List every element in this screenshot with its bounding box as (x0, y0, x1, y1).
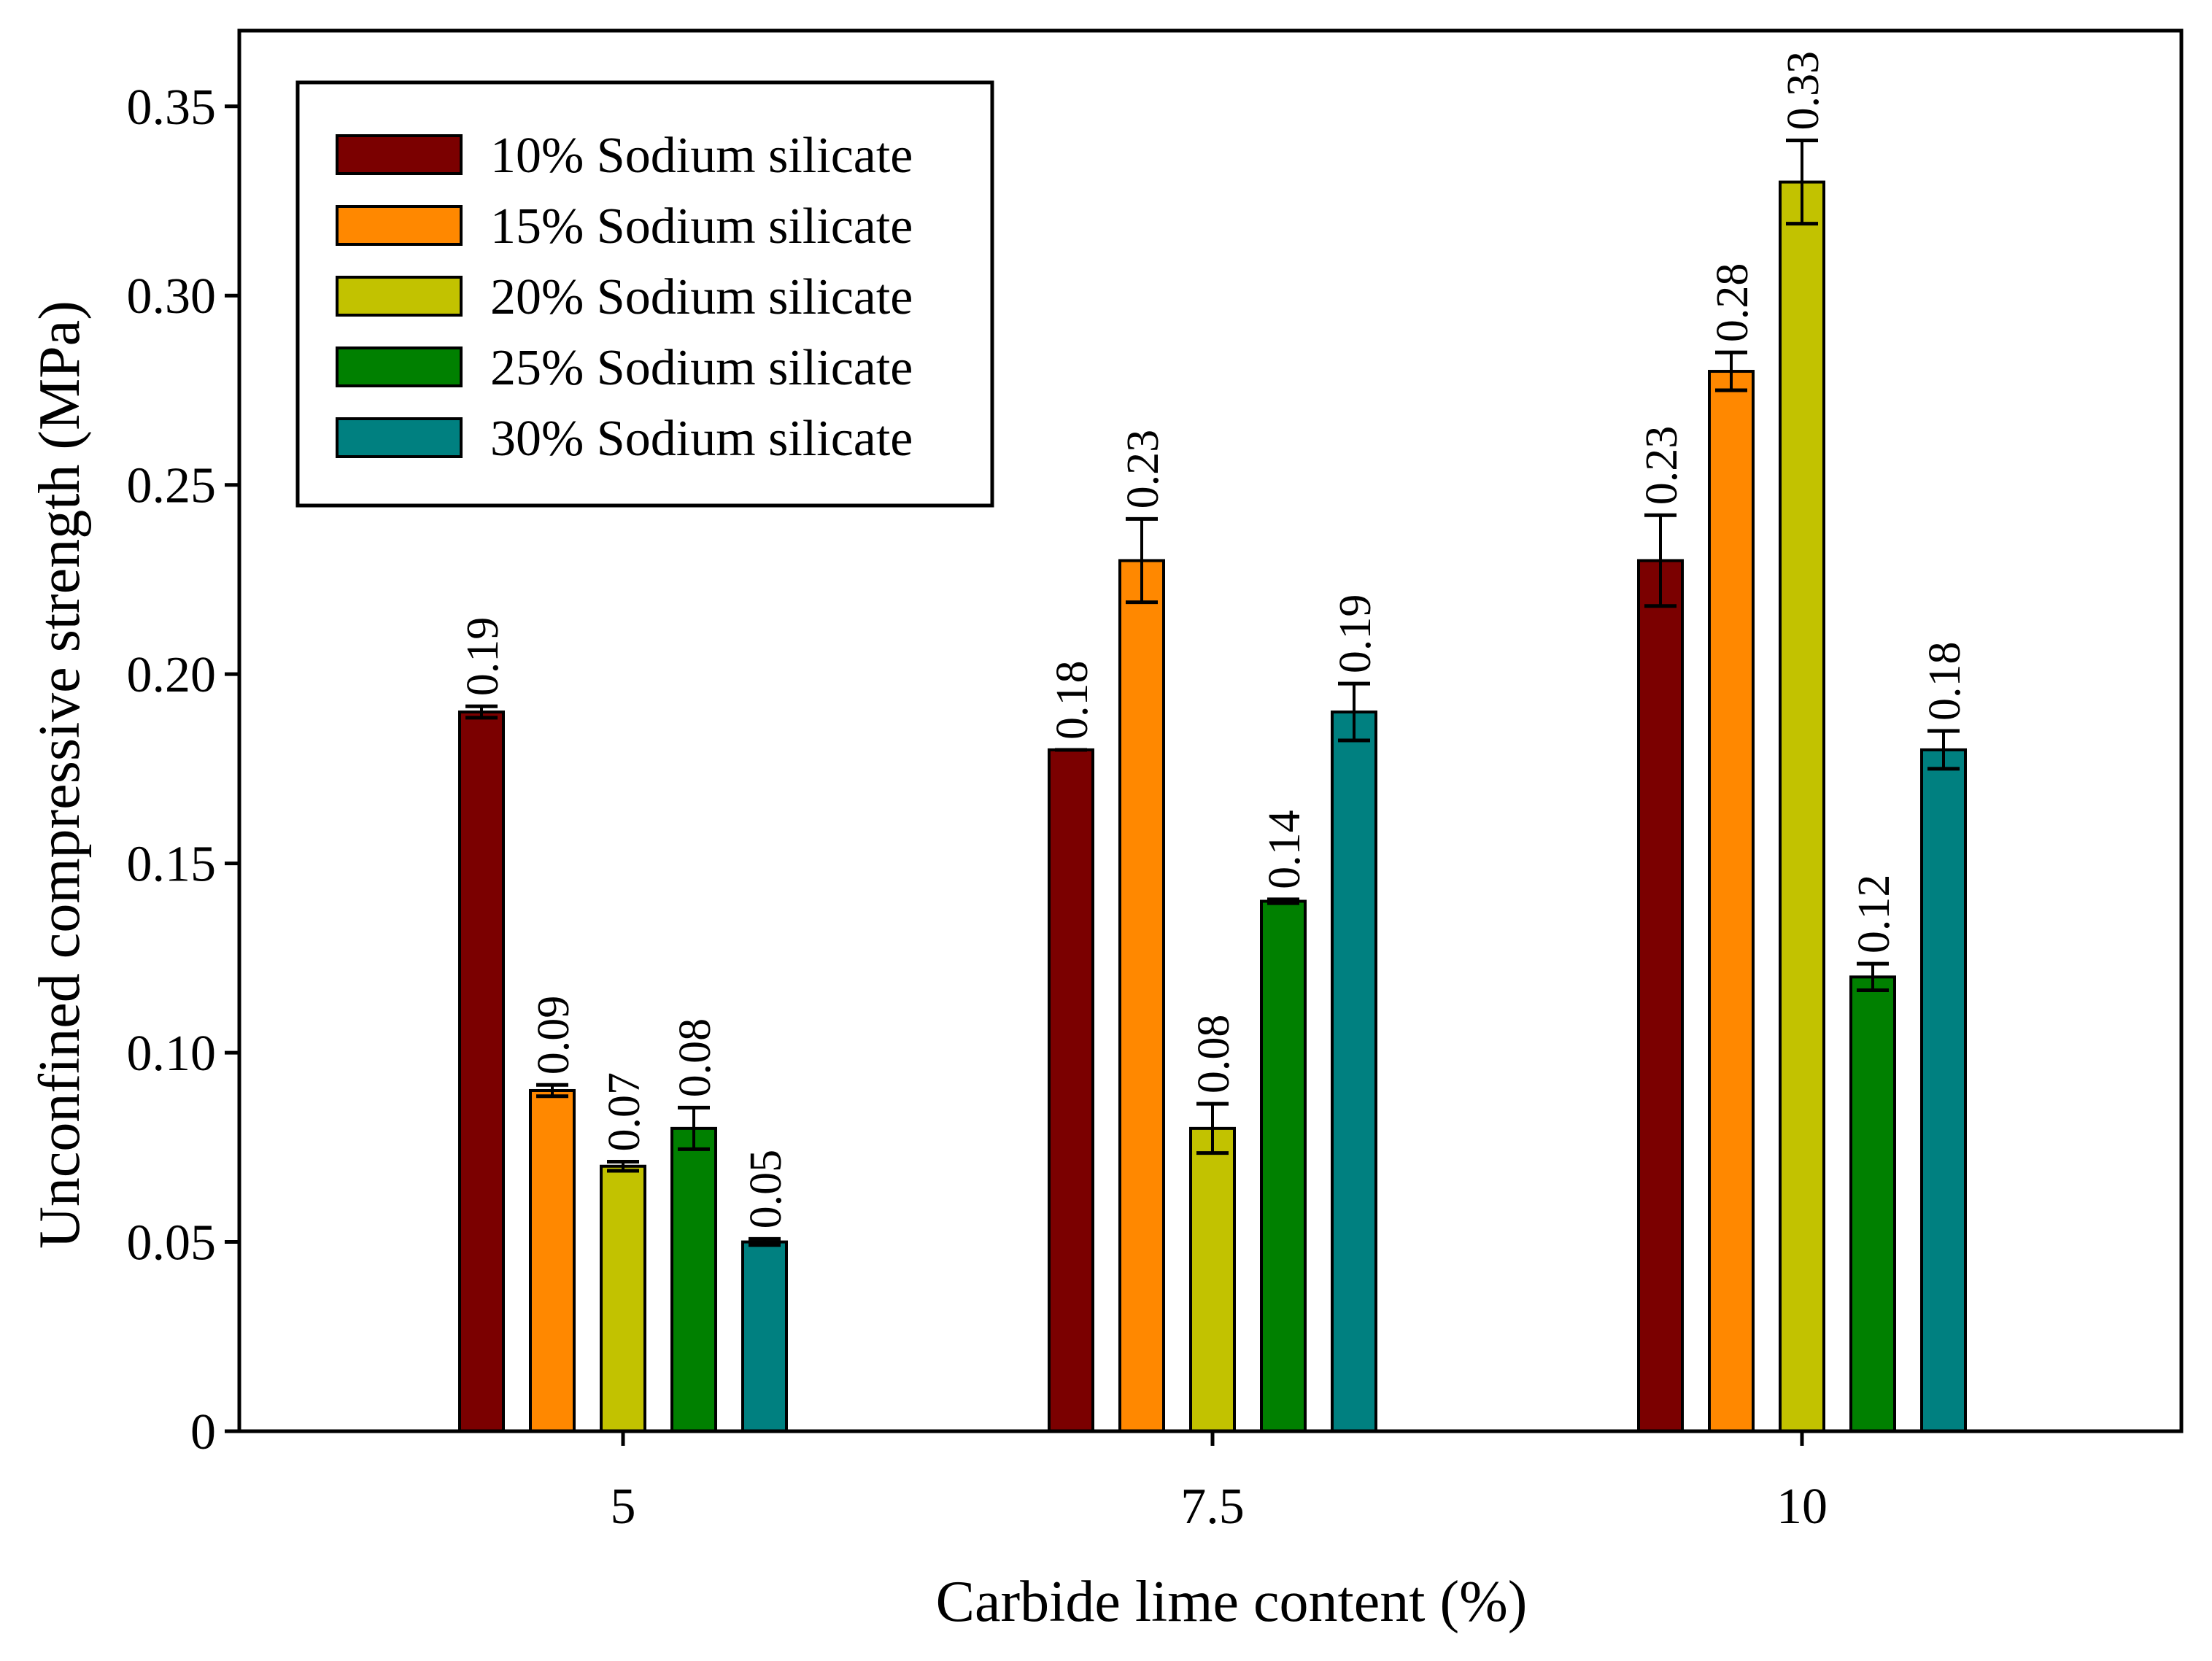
y-tick-label: 0.15 (127, 837, 217, 893)
legend-label: 20% Sodium silicate (490, 269, 913, 325)
bar (1849, 975, 1896, 1433)
x-axis-label: Carbide lime content (%) (936, 1570, 1528, 1634)
y-tick-label: 0.35 (127, 80, 217, 136)
bar (741, 1240, 788, 1433)
data-label: 0.08 (670, 1018, 720, 1098)
y-tick-label: 0.10 (127, 1026, 217, 1082)
bar (1708, 370, 1755, 1433)
data-label: 0.18 (1920, 642, 1970, 721)
y-tick-label: 0.30 (127, 268, 217, 325)
bar (1779, 180, 1825, 1433)
y-tick-label: 0.05 (127, 1215, 217, 1271)
legend-label: 30% Sodium silicate (490, 411, 913, 467)
legend-label: 25% Sodium silicate (490, 340, 913, 396)
data-label: 0.23 (1637, 426, 1687, 506)
bars-layer (458, 138, 1967, 1433)
data-label: 0.05 (741, 1150, 791, 1229)
legend: 10% Sodium silicate 15% Sodium silicate 20… (295, 80, 994, 508)
axes-layer: 0 0.05 0.10 0.15 0.20 0.25 0.30 0.35 5 7.5 10 (127, 28, 2184, 1535)
data-labels-layer: 0.19 0.18 0.23 0.09 0.23 0.28 0.07 0.08 0.33 0.08… (458, 51, 1970, 1228)
data-label: 0.12 (1849, 875, 1899, 954)
bar (1048, 748, 1094, 1433)
data-label: 0.23 (1118, 430, 1168, 509)
x-tick-label: 10 (1776, 1479, 1828, 1535)
bar (1920, 748, 1967, 1433)
y-axis-label: Unconfined compressive strength (MPa) (28, 301, 92, 1249)
bar (670, 1126, 717, 1433)
legend-swatch (336, 417, 463, 458)
bar (1189, 1126, 1236, 1433)
bar (458, 711, 505, 1433)
data-label: 0.08 (1189, 1015, 1239, 1094)
legend-swatch (336, 346, 463, 387)
x-tick-label: 5 (611, 1479, 636, 1535)
y-tick-label: 0.25 (127, 458, 217, 514)
bar (1260, 899, 1307, 1433)
x-tick-label: 7.5 (1180, 1479, 1245, 1535)
plot-frame (237, 28, 2184, 1433)
data-label: 0.19 (458, 617, 508, 697)
bar (529, 1088, 576, 1433)
legend-swatch (336, 205, 463, 246)
bar (600, 1164, 646, 1433)
legend-label: 15% Sodium silicate (490, 198, 913, 255)
data-label: 0.18 (1048, 660, 1097, 740)
data-label: 0.07 (600, 1072, 649, 1152)
data-label: 0.33 (1779, 51, 1828, 131)
data-label: 0.09 (529, 996, 579, 1075)
y-tick-label: 0.20 (127, 647, 217, 703)
data-label: 0.28 (1708, 263, 1757, 343)
bar (1331, 711, 1377, 1433)
bar (1637, 559, 1684, 1433)
legend-label: 10% Sodium silicate (490, 128, 913, 184)
y-tick-label: 0 (190, 1404, 216, 1460)
data-label: 0.14 (1260, 810, 1310, 889)
legend-swatch (336, 134, 463, 175)
data-label: 0.19 (1331, 595, 1380, 674)
legend-swatch (336, 276, 463, 317)
bar (1118, 559, 1165, 1433)
